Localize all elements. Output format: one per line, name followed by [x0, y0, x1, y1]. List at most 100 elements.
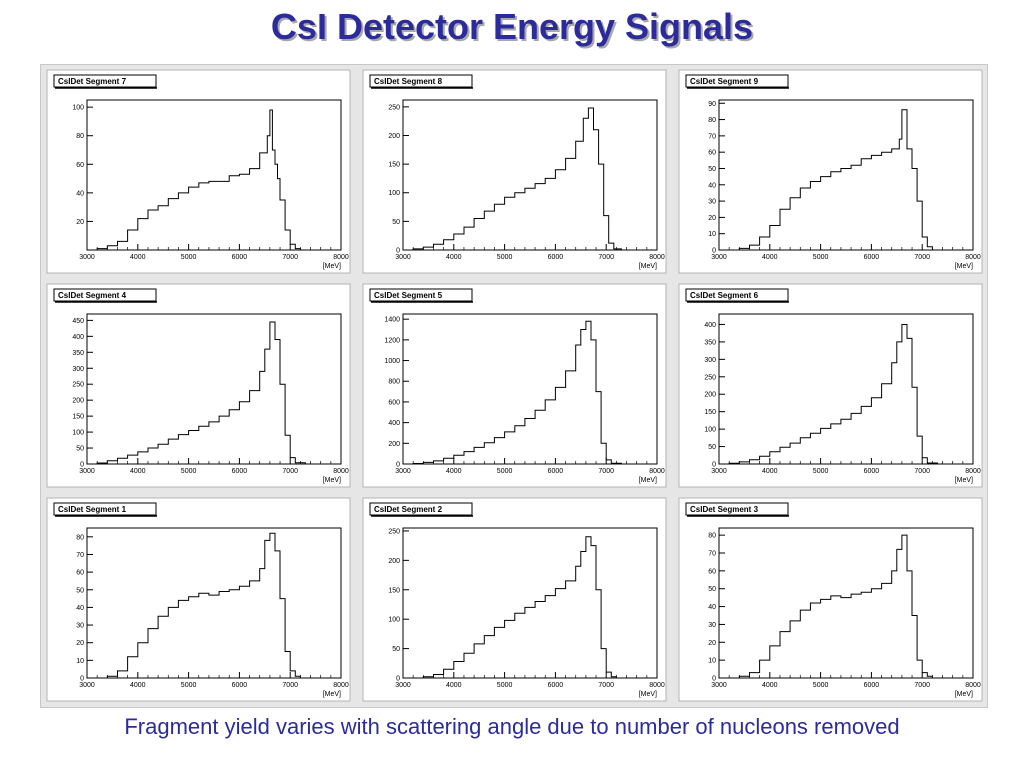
x-tick-label: 6000 — [864, 468, 880, 475]
x-tick-label: 8000 — [649, 468, 665, 475]
x-tick-label: 3000 — [79, 682, 95, 689]
histogram-pad: CsIDet Segment 9 0 10 20 30 40 50 60 70 80 90 3000 4… — [678, 69, 983, 274]
x-tick-label: 4000 — [446, 682, 462, 689]
y-tick-label: 350 — [704, 339, 716, 346]
y-tick-label: 1000 — [384, 358, 400, 365]
y-tick-label: 40 — [708, 604, 716, 611]
pad-background — [362, 283, 667, 488]
x-tick-label: 5000 — [497, 468, 513, 475]
y-tick-label: 250 — [72, 382, 84, 389]
histogram-title: CsIDet Segment 1 — [58, 505, 127, 514]
x-tick-label: 8000 — [333, 254, 349, 261]
y-tick-label: 20 — [708, 215, 716, 222]
histogram-title-box — [369, 502, 473, 516]
y-tick-label: 10 — [708, 231, 716, 238]
y-tick-label: 10 — [708, 658, 716, 665]
histogram-title: CsIDet Segment 5 — [374, 291, 443, 300]
x-tick-label: 7000 — [914, 468, 930, 475]
x-tick-label: 7000 — [282, 682, 298, 689]
x-tick-label: 3000 — [711, 682, 727, 689]
y-tick-label: 80 — [76, 534, 84, 541]
x-tick-label: 8000 — [333, 682, 349, 689]
y-tick-label: 200 — [388, 558, 400, 565]
y-tick-label: 800 — [388, 379, 400, 386]
plot-frame — [718, 527, 974, 679]
x-tick-label: 8000 — [649, 682, 665, 689]
y-tick-label: 100 — [72, 105, 84, 112]
y-tick-label: 60 — [708, 568, 716, 575]
x-tick-label: 7000 — [914, 254, 930, 261]
histogram-pad: CsIDet Segment 5 0 200 400 600 800 1000 1200 140… — [362, 283, 667, 488]
histogram-title-box — [369, 288, 473, 302]
histogram-series — [719, 109, 933, 251]
histogram-title-box — [685, 502, 789, 516]
x-tick-label: 5000 — [813, 254, 829, 261]
y-tick-label: 200 — [388, 441, 400, 448]
y-tick-label: 0 — [712, 462, 716, 469]
histogram-pad: CsIDet Segment 4 0 50 100 150 200 250 300 350 400… — [46, 283, 351, 488]
histogram-title: CsIDet Segment 6 — [690, 291, 759, 300]
histogram-title-box — [53, 502, 157, 516]
histogram-series — [403, 320, 622, 465]
y-tick-label: 300 — [72, 366, 84, 373]
pad-background — [46, 497, 351, 702]
histogram-title: CsIDet Segment 7 — [58, 77, 127, 86]
y-tick-label: 80 — [76, 133, 84, 140]
pad-background — [46, 283, 351, 488]
histogram-canvas: CsIDet Segment 7 20 40 60 80 100 3000 4000 5000 6… — [40, 64, 988, 708]
pad-background — [46, 69, 351, 274]
histogram-pad: CsIDet Segment 2 0 50 100 150 200 250 3000 4000 5… — [362, 497, 667, 702]
y-tick-label: 10 — [76, 658, 84, 665]
y-tick-label: 80 — [708, 117, 716, 124]
histogram-title-box — [53, 74, 157, 88]
x-tick-label: 3000 — [79, 468, 95, 475]
y-tick-label: 50 — [392, 646, 400, 653]
y-tick-label: 100 — [388, 617, 400, 624]
y-tick-label: 80 — [708, 533, 716, 540]
x-tick-label: 7000 — [914, 682, 930, 689]
x-tick-label: 7000 — [282, 468, 298, 475]
histogram-series — [87, 109, 301, 251]
plot-frame — [402, 313, 658, 465]
x-tick-label: 3000 — [395, 468, 411, 475]
plot-frame — [402, 527, 658, 679]
histogram-pad: CsIDet Segment 1 0 10 20 30 40 50 60 70 80 3000 400… — [46, 497, 351, 702]
y-tick-label: 50 — [708, 586, 716, 593]
y-tick-label: 90 — [708, 101, 716, 108]
x-tick-label: 8000 — [649, 254, 665, 261]
histogram-title: CsIDet Segment 3 — [690, 505, 759, 514]
x-tick-label: 5000 — [813, 682, 829, 689]
y-tick-label: 20 — [76, 219, 84, 226]
plot-frame — [718, 313, 974, 465]
histogram-title: CsIDet Segment 9 — [690, 77, 759, 86]
x-tick-label: 4000 — [762, 468, 778, 475]
x-tick-label: 5000 — [181, 682, 197, 689]
y-tick-label: 0 — [396, 676, 400, 683]
y-tick-label: 40 — [76, 605, 84, 612]
x-tick-label: 5000 — [497, 682, 513, 689]
slide-caption: Fragment yield varies with scattering an… — [124, 714, 900, 739]
y-tick-label: 100 — [388, 190, 400, 197]
y-tick-label: 250 — [388, 104, 400, 111]
x-tick-label: 4000 — [762, 682, 778, 689]
y-tick-label: 1400 — [384, 317, 400, 324]
y-tick-label: 70 — [708, 133, 716, 140]
x-tick-label: 4000 — [130, 468, 146, 475]
histogram-title-box — [685, 74, 789, 88]
y-tick-label: 30 — [76, 623, 84, 630]
y-tick-label: 70 — [708, 551, 716, 558]
plot-frame — [86, 99, 342, 251]
y-tick-label: 30 — [708, 199, 716, 206]
y-tick-label: 0 — [80, 462, 84, 469]
x-tick-label: 7000 — [598, 468, 614, 475]
x-tick-label: 5000 — [813, 468, 829, 475]
x-tick-label: 8000 — [965, 468, 981, 475]
y-tick-label: 60 — [76, 570, 84, 577]
plot-frame — [402, 99, 658, 251]
x-axis-label: [MeV] — [639, 263, 657, 270]
y-tick-label: 400 — [388, 420, 400, 427]
y-tick-label: 150 — [704, 409, 716, 416]
x-tick-label: 4000 — [446, 468, 462, 475]
plot-frame — [86, 313, 342, 465]
